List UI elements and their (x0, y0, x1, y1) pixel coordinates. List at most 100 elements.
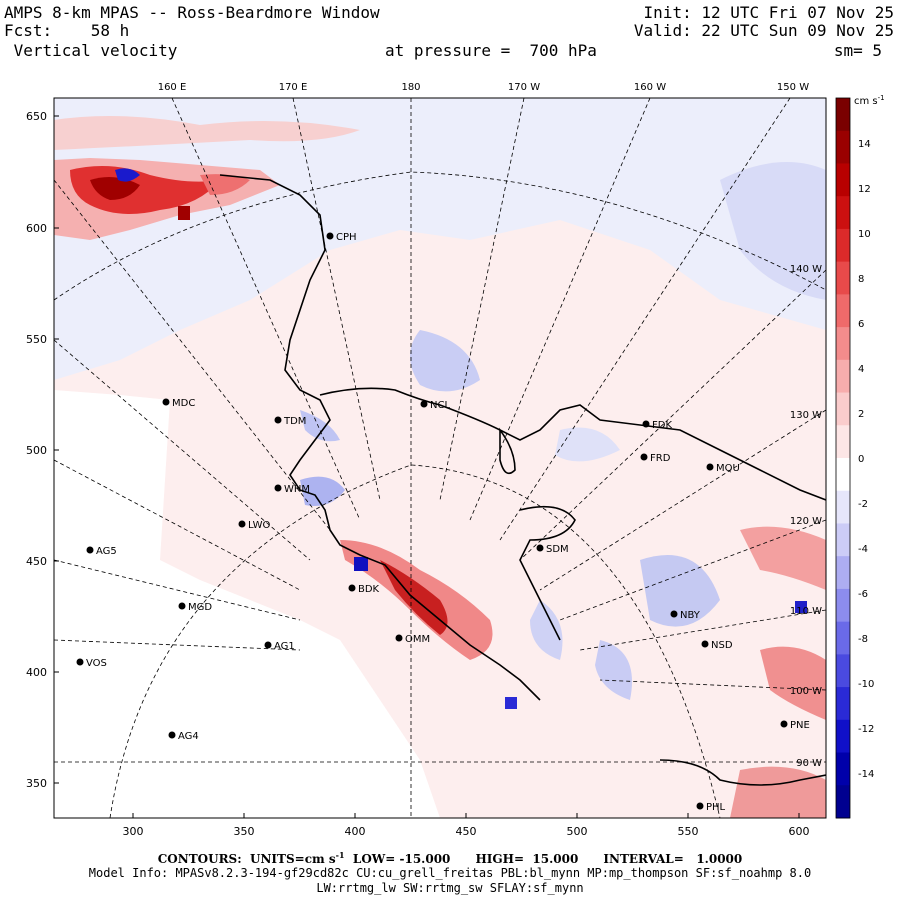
plot-frame (53, 97, 827, 819)
map-title: AMPS 8-km MPAS -- Ross-Beardmore Window (4, 3, 380, 22)
colorbar-segment (836, 588, 850, 623)
colorbar-label: -2 (858, 499, 868, 510)
colorbar-segment (836, 556, 850, 590)
y-tick-label: 650 (26, 110, 47, 123)
x-tick-label: 300 (123, 825, 144, 838)
colorbar-segment (836, 490, 850, 524)
colorbar-label: 4 (858, 364, 864, 375)
contours-units: CONTOURS: UNITS=cm s (157, 852, 336, 866)
colorbar-units: cm s-1 (854, 94, 885, 107)
longitude-label-right: 140 W (790, 264, 822, 275)
station-marker-omm (395, 634, 403, 642)
longitude-label-right: 90 W (796, 758, 822, 769)
colorbar-segment (836, 523, 850, 557)
colorbar-segment (836, 458, 850, 492)
velocity-field (54, 98, 826, 818)
x-tick-label: 600 (789, 825, 810, 838)
station-label-tdm: TDM (283, 416, 306, 427)
graticule (54, 98, 826, 818)
station-label-vos: VOS (86, 658, 107, 669)
colorbar-label: 0 (858, 454, 864, 465)
station-marker-ncl (420, 400, 428, 408)
pressure-level: at pressure = 700 hPa (385, 41, 597, 60)
station-marker-fdk (642, 420, 650, 428)
station-label-phl: PHL (706, 802, 726, 813)
station-marker-tdm (274, 416, 282, 424)
y-tick-label: 450 (26, 555, 47, 568)
station-marker-mdc (162, 398, 170, 406)
station-label-mqu: MQU (716, 463, 740, 474)
longitude-label: 170 W (508, 82, 540, 93)
station-label-pne: PNE (790, 720, 810, 731)
smoothing-value: sm= 5 (833, 41, 882, 60)
station-label-ag5: AG5 (96, 546, 117, 557)
station-label-mgd: MGD (188, 602, 212, 613)
colorbar-segment (836, 687, 850, 721)
station-label-sdm: SDM (546, 544, 569, 555)
colorbar-label: -12 (858, 724, 874, 735)
contours-info: CONTOURS: UNITS=cm s-1 LOW= -15.000 HIGH… (0, 850, 900, 866)
station-label-whm: WHM (284, 484, 310, 495)
colorbar-label: -14 (858, 769, 874, 780)
station-label-ncl: NCL (430, 400, 450, 411)
colorbar-segment (836, 719, 850, 754)
forecast-hour: Fcst: 58 h (4, 21, 130, 40)
station-label-frd: FRD (650, 453, 671, 464)
station-marker-ag4 (168, 731, 176, 739)
y-tick-label: 600 (26, 222, 47, 235)
x-tick-label: 400 (345, 825, 366, 838)
colorbar-label: -6 (858, 589, 868, 600)
station-label-nsd: NSD (711, 640, 733, 651)
longitude-label-right: 120 W (790, 516, 822, 527)
colorbar-label: 2 (858, 409, 864, 420)
init-time: Init: 12 UTC Fri 07 Nov 25 (643, 3, 894, 22)
colorbar-label: 6 (858, 319, 864, 330)
colorbar-segment (836, 261, 850, 295)
colorbar-label: 12 (858, 184, 871, 195)
longitude-label-right: 130 W (790, 410, 822, 421)
colorbar-label: 14 (858, 139, 871, 150)
longitude-label: 150 W (777, 82, 809, 93)
y-tick-label: 350 (26, 777, 47, 790)
station-marker-mgd (178, 602, 186, 610)
colorbar-label: 10 (858, 229, 871, 240)
colorbar-segment (836, 228, 850, 263)
colorbar-frame (835, 97, 851, 819)
x-tick-label: 550 (678, 825, 699, 838)
station-marker-nsd (701, 640, 709, 648)
longitude-label: 160 W (634, 82, 666, 93)
colorbar-label: 8 (858, 274, 864, 285)
colorbar-segment (836, 392, 850, 426)
station-marker-whm (274, 484, 282, 492)
y-tick-label: 500 (26, 444, 47, 457)
longitude-label: 160 E (158, 82, 187, 93)
station-marker-mqu (706, 463, 714, 471)
colorbar-segment (836, 130, 850, 164)
field-name: Vertical velocity (4, 41, 178, 60)
station-label-omm: OMM (405, 634, 430, 645)
physics-info: LW:rrtmg_lw SW:rrtmg_sw SFLAY:sf_mynn (316, 881, 584, 895)
station-label-ag1: AG1 (274, 641, 295, 652)
colorbar-segment (836, 98, 850, 132)
colorbar-segment (836, 752, 850, 786)
contours-units-exponent: -1 (335, 850, 345, 860)
colorbar-segment (836, 359, 850, 394)
colorbar-segment (836, 196, 850, 230)
station-marker-sdm (536, 544, 544, 552)
x-tick-label: 450 (456, 825, 477, 838)
station-marker-bdk (348, 584, 356, 592)
model-info: Model Info: MPASv8.2.3-194-gf29cd82c CU:… (88, 866, 812, 880)
station-label-lwo: LWO (248, 520, 271, 531)
station-label-mdc: MDC (172, 398, 195, 409)
axes: 650 600 550 500 450 400 350 300 350 400 450 500 550 6… (26, 82, 822, 838)
station-label-cph: CPH (336, 232, 357, 243)
station-marker-ag1 (264, 641, 272, 649)
station-label-nby: NBY (680, 610, 701, 621)
station-label-bdk: BDK (358, 584, 380, 595)
station-label-ag4: AG4 (178, 731, 199, 742)
station-label-fdk: FDK (652, 420, 672, 431)
station-marker-frd (640, 453, 648, 461)
y-tick-label: 550 (26, 333, 47, 346)
longitude-label: 180 (401, 82, 420, 93)
